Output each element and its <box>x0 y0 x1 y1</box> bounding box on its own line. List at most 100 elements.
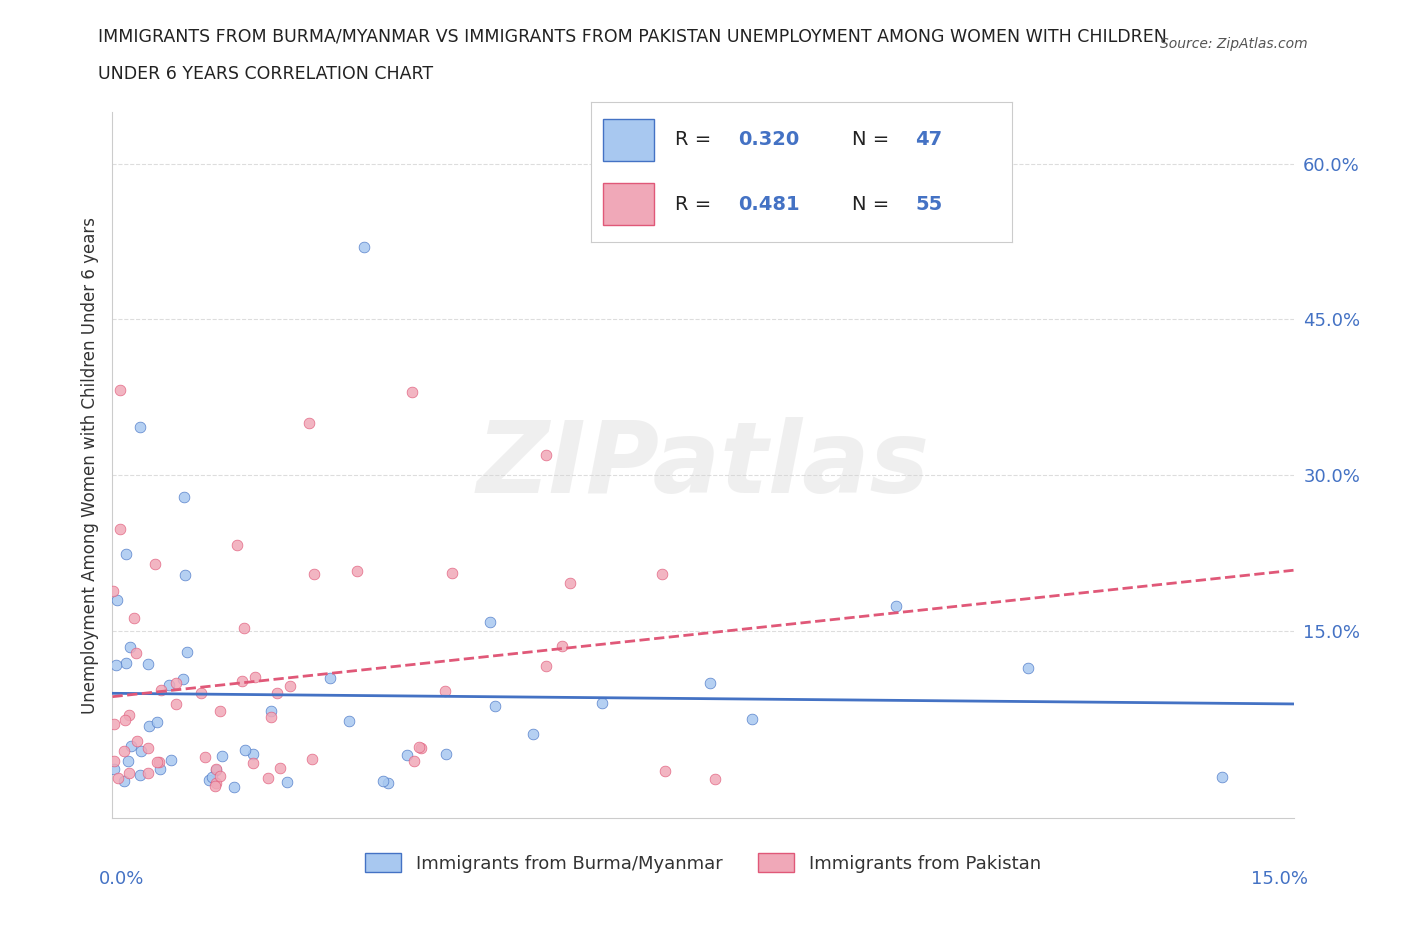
Point <box>211 749 233 764</box>
Point <box>114 547 136 562</box>
Point <box>298 416 321 431</box>
Point <box>433 684 456 698</box>
Text: IMMIGRANTS FROM BURMA/MYANMAR VS IMMIGRANTS FROM PAKISTAN UNEMPLOYMENT AMONG WOM: IMMIGRANTS FROM BURMA/MYANMAR VS IMMIGRA… <box>98 28 1167 46</box>
Point <box>114 712 136 727</box>
Point <box>208 704 231 719</box>
Point <box>172 671 194 686</box>
Point <box>479 615 502 630</box>
Point <box>884 598 907 613</box>
FancyBboxPatch shape <box>603 119 654 161</box>
Point <box>302 567 325 582</box>
Point <box>150 683 173 698</box>
Point <box>242 756 264 771</box>
Point <box>551 638 574 653</box>
Point <box>242 747 264 762</box>
Text: R =: R = <box>675 194 717 214</box>
Point <box>118 708 141 723</box>
Point <box>105 658 128 672</box>
Point <box>103 717 125 732</box>
Point <box>353 239 375 254</box>
Point <box>408 739 430 754</box>
Point <box>243 670 266 684</box>
Legend: Immigrants from Burma/Myanmar, Immigrants from Pakistan: Immigrants from Burma/Myanmar, Immigrant… <box>357 846 1049 880</box>
Point <box>160 752 183 767</box>
Point <box>201 769 224 784</box>
Point <box>103 754 125 769</box>
Point <box>145 556 167 571</box>
Point <box>146 715 169 730</box>
Point <box>128 419 150 434</box>
Point <box>558 576 581 591</box>
Point <box>198 772 221 787</box>
Point <box>120 738 142 753</box>
Point <box>301 751 323 766</box>
Point <box>278 679 301 694</box>
Point <box>536 658 558 673</box>
Point <box>176 645 198 660</box>
Point <box>136 741 159 756</box>
Text: Source: ZipAtlas.com: Source: ZipAtlas.com <box>1160 37 1308 51</box>
Point <box>149 762 172 777</box>
Point <box>654 764 676 778</box>
Point <box>112 744 135 759</box>
Point <box>117 753 139 768</box>
Point <box>269 761 291 776</box>
Point <box>741 711 763 726</box>
Point <box>118 766 141 781</box>
Point <box>157 678 180 693</box>
Point <box>173 489 195 504</box>
Point <box>125 645 148 660</box>
Point <box>260 710 283 724</box>
Point <box>231 674 253 689</box>
Point <box>319 671 342 686</box>
Point <box>371 774 394 789</box>
Point <box>1211 769 1233 784</box>
Point <box>118 639 141 654</box>
Point <box>136 765 159 780</box>
Point <box>205 762 228 777</box>
Point <box>440 565 463 580</box>
Text: N =: N = <box>852 194 896 214</box>
Point <box>138 657 160 671</box>
Point <box>1017 661 1039 676</box>
Point <box>103 762 125 777</box>
Text: 0.320: 0.320 <box>738 130 800 150</box>
Point <box>165 697 187 711</box>
Text: 0.481: 0.481 <box>738 194 800 214</box>
Point <box>522 726 544 741</box>
Point <box>165 675 187 690</box>
Point <box>146 754 169 769</box>
Point <box>232 621 254 636</box>
Point <box>194 750 217 764</box>
Point <box>173 568 195 583</box>
Point <box>108 522 131 537</box>
Point <box>266 686 288 701</box>
Point <box>101 583 124 598</box>
Point <box>148 754 170 769</box>
Point <box>233 743 256 758</box>
Text: 55: 55 <box>915 194 942 214</box>
Point <box>434 747 457 762</box>
Point <box>108 383 131 398</box>
FancyBboxPatch shape <box>603 183 654 225</box>
Text: R =: R = <box>675 130 717 150</box>
Point <box>699 676 721 691</box>
Point <box>205 763 228 777</box>
Text: 0.0%: 0.0% <box>98 870 143 888</box>
Point <box>591 696 613 711</box>
Point <box>125 734 148 749</box>
Text: ZIPatlas: ZIPatlas <box>477 417 929 513</box>
Point <box>204 778 226 793</box>
Point <box>114 656 136 671</box>
Point <box>260 704 283 719</box>
Y-axis label: Unemployment Among Women with Children Under 6 years: Unemployment Among Women with Children U… <box>80 217 98 713</box>
Point <box>208 768 231 783</box>
Point <box>107 771 129 786</box>
Point <box>205 776 228 790</box>
Point <box>704 772 727 787</box>
Point <box>409 741 432 756</box>
Point <box>276 775 298 790</box>
Point <box>651 567 673 582</box>
Point <box>377 776 399 790</box>
Point <box>222 779 245 794</box>
